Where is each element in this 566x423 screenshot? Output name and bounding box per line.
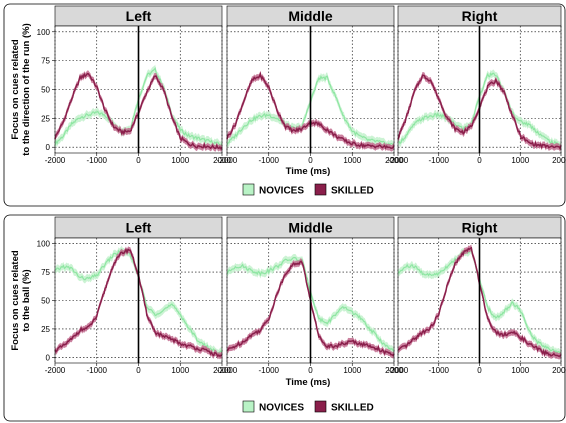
panel-middle: Middle -2000 -1000 0 1000 2000 (217, 216, 403, 375)
x-tick-label: 1000 (343, 156, 361, 165)
legend-swatch-novices (242, 183, 255, 196)
y-tick-label: 75 (41, 57, 50, 66)
panel-right: Right -2000 -1000 0 1000 2000 (388, 5, 566, 165)
panel-title: Right (462, 8, 498, 24)
panel-left: Left -2000 -1000 0 1000 2000 0 25 50 75 100 (37, 216, 231, 375)
series-band-skilled (227, 70, 394, 152)
y-tick-label: 25 (41, 114, 50, 123)
x-tick-label: 0 (136, 156, 141, 165)
panel-left: Left -2000 -1000 0 1000 2000 0 25 50 75 100 (37, 5, 231, 165)
x-tick-label: 0 (308, 156, 313, 165)
x-tick-label: 0 (477, 156, 482, 165)
x-tick-label: -1000 (429, 366, 450, 375)
x-tick-label: 1000 (171, 366, 189, 375)
y-tick-label: 50 (41, 297, 50, 306)
y-tick-label: 100 (37, 240, 51, 249)
chart-block-2: Left -2000 -1000 0 1000 2000 0 25 50 75 100 Middle -… (3, 214, 566, 422)
x-tick-label: 0 (477, 366, 482, 375)
legend-label-skilled: SKILLED (331, 186, 374, 197)
x-tick-label: 2000 (213, 366, 231, 375)
y-tick-label: 0 (46, 353, 51, 362)
x-tick-label: -1000 (429, 156, 450, 165)
x-axis-title: Time (ms) (286, 166, 331, 177)
series-band-novices (55, 245, 222, 358)
chart-frame (3, 3, 566, 207)
legend: NOVICES SKILLED (242, 400, 374, 414)
x-tick-label: -2000 (217, 156, 238, 165)
x-tick-label: 2000 (552, 366, 566, 375)
x-tick-label: 2000 (385, 366, 403, 375)
x-tick-label: 2000 (213, 156, 231, 165)
panel-title: Left (126, 220, 152, 236)
x-tick-label: 0 (308, 366, 313, 375)
legend: NOVICES SKILLED (242, 183, 374, 197)
x-axis-title: Time (ms) (286, 377, 331, 388)
x-tick-label: 1000 (511, 156, 529, 165)
panel-title: Left (126, 8, 152, 24)
x-tick-label: 1000 (511, 366, 529, 375)
x-tick-label: 0 (136, 366, 141, 375)
y-tick-label: 75 (41, 268, 50, 277)
x-tick-label: 2000 (552, 156, 566, 165)
panel-right: Right -2000 -1000 0 1000 2000 (388, 216, 566, 375)
x-tick-label: 1000 (343, 366, 361, 375)
y-axis-title: to the ball (%) (21, 269, 32, 331)
x-tick-label: -1000 (87, 156, 108, 165)
legend-label-skilled: SKILLED (331, 403, 374, 414)
panel-title: Middle (288, 220, 333, 236)
series-band-skilled (55, 246, 222, 360)
chart-block-1: Left -2000 -1000 0 1000 2000 0 25 50 75 100 Middle -… (3, 3, 566, 207)
x-tick-label: 2000 (385, 156, 403, 165)
y-tick-label: 25 (41, 325, 50, 334)
x-tick-label: -1000 (259, 366, 280, 375)
series-band-skilled (398, 71, 561, 152)
legend-label-novices: NOVICES (259, 186, 304, 197)
x-tick-label: -1000 (259, 156, 280, 165)
chart-frame (3, 214, 566, 422)
legend-swatch-skilled (314, 400, 327, 413)
x-tick-label: -2000 (45, 156, 66, 165)
series-band-novices (227, 253, 394, 356)
y-axis-title: to the direction of the run (%) (21, 23, 32, 155)
legend-swatch-skilled (314, 183, 327, 196)
y-axis-title: Focus on cues related (10, 39, 21, 140)
legend-swatch-novices (242, 400, 255, 413)
panel-title: Right (462, 220, 498, 236)
series-band-novices (227, 72, 394, 150)
x-tick-label: -1000 (87, 366, 108, 375)
y-tick-label: 0 (46, 143, 51, 152)
x-tick-label: -2000 (45, 366, 66, 375)
x-tick-label: 1000 (171, 156, 189, 165)
series-band-novices (55, 64, 222, 150)
panel-title: Middle (288, 8, 333, 24)
panel-middle: Middle -2000 -1000 0 1000 2000 (217, 5, 403, 165)
y-tick-label: 50 (41, 86, 50, 95)
legend-label-novices: NOVICES (259, 403, 304, 414)
y-tick-label: 100 (37, 28, 51, 37)
x-tick-label: -2000 (217, 366, 238, 375)
y-axis-title: Focus on cues related (10, 250, 21, 351)
x-tick-label: -2000 (388, 156, 409, 165)
x-tick-label: -2000 (388, 366, 409, 375)
